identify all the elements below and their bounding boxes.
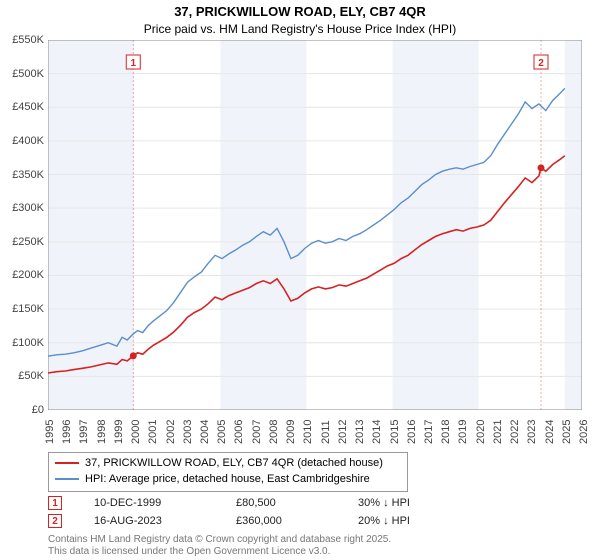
footnote-line: Contains HM Land Registry data © Crown c… (48, 534, 391, 546)
x-tick-label: 2026 (578, 420, 590, 444)
x-tick-label: 2005 (216, 420, 228, 444)
transaction-date: 10-DEC-1999 (94, 497, 204, 509)
legend-label: 37, PRICKWILLOW ROAD, ELY, CB7 4QR (deta… (85, 457, 383, 469)
x-tick-label: 2008 (268, 420, 280, 444)
x-tick-label: 1997 (78, 420, 90, 444)
y-tick-label: £500K (4, 68, 44, 80)
legend-swatch (55, 462, 79, 464)
x-tick-label: 2014 (371, 420, 383, 444)
x-tick-label: 2025 (561, 420, 573, 444)
legend-label: HPI: Average price, detached house, East… (85, 473, 370, 485)
transaction-change: 20% ↓ HPI (358, 515, 478, 527)
y-tick-label: £400K (4, 135, 44, 147)
marker-icon: 1 (48, 496, 62, 510)
x-tick-label: 1995 (44, 420, 56, 444)
table-row: 1 10-DEC-1999 £80,500 30% ↓ HPI (48, 494, 582, 512)
footnote: Contains HM Land Registry data © Crown c… (48, 534, 391, 557)
chart-subtitle: Price paid vs. HM Land Registry's House … (0, 22, 600, 36)
svg-text:2: 2 (538, 58, 544, 69)
legend-swatch (55, 478, 79, 480)
x-tick-label: 2007 (251, 420, 263, 444)
y-tick-label: £550K (4, 34, 44, 46)
chart-svg: 12 (48, 40, 582, 410)
x-tick-label: 1996 (61, 420, 73, 444)
footnote-line: This data is licensed under the Open Gov… (48, 546, 391, 558)
chart-title: 37, PRICKWILLOW ROAD, ELY, CB7 4QR (0, 4, 600, 19)
legend-box: 37, PRICKWILLOW ROAD, ELY, CB7 4QR (deta… (48, 452, 408, 492)
x-tick-label: 2023 (526, 420, 538, 444)
y-tick-label: £250K (4, 236, 44, 248)
x-tick-label: 1999 (113, 420, 125, 444)
y-tick-label: £100K (4, 337, 44, 349)
x-tick-label: 2010 (302, 420, 314, 444)
y-tick-label: £150K (4, 303, 44, 315)
x-tick-label: 2022 (509, 420, 521, 444)
x-tick-label: 2009 (285, 420, 297, 444)
legend-item: HPI: Average price, detached house, East… (55, 471, 401, 487)
x-tick-label: 2016 (406, 420, 418, 444)
y-tick-label: £450K (4, 101, 44, 113)
y-tick-label: £350K (4, 169, 44, 181)
x-tick-label: 2011 (320, 420, 332, 444)
x-tick-label: 2024 (544, 420, 556, 444)
transaction-price: £360,000 (236, 515, 326, 527)
x-tick-label: 2003 (182, 420, 194, 444)
x-tick-label: 2021 (492, 420, 504, 444)
x-tick-label: 2015 (389, 420, 401, 444)
x-tick-label: 2001 (147, 420, 159, 444)
transactions-table: 1 10-DEC-1999 £80,500 30% ↓ HPI 2 16-AUG… (48, 494, 582, 530)
table-row: 2 16-AUG-2023 £360,000 20% ↓ HPI (48, 512, 582, 530)
y-tick-label: £200K (4, 269, 44, 281)
x-tick-label: 2004 (199, 420, 211, 444)
x-tick-label: 2020 (475, 420, 487, 444)
x-tick-label: 2017 (423, 420, 435, 444)
y-tick-label: £0 (4, 404, 44, 416)
x-tick-label: 2012 (337, 420, 349, 444)
transaction-price: £80,500 (236, 497, 326, 509)
y-tick-label: £50K (4, 370, 44, 382)
y-tick-label: £300K (4, 202, 44, 214)
legend-item: 37, PRICKWILLOW ROAD, ELY, CB7 4QR (deta… (55, 455, 401, 471)
x-tick-label: 2018 (440, 420, 452, 444)
x-tick-label: 2019 (457, 420, 469, 444)
x-tick-label: 1998 (96, 420, 108, 444)
transaction-change: 30% ↓ HPI (358, 497, 478, 509)
x-tick-label: 2000 (130, 420, 142, 444)
marker-icon: 2 (48, 514, 62, 528)
x-tick-label: 2006 (233, 420, 245, 444)
svg-text:1: 1 (130, 58, 136, 69)
chart-plot-area: 12 (48, 40, 582, 410)
transaction-date: 16-AUG-2023 (94, 515, 204, 527)
x-tick-label: 2013 (354, 420, 366, 444)
x-tick-label: 2002 (165, 420, 177, 444)
